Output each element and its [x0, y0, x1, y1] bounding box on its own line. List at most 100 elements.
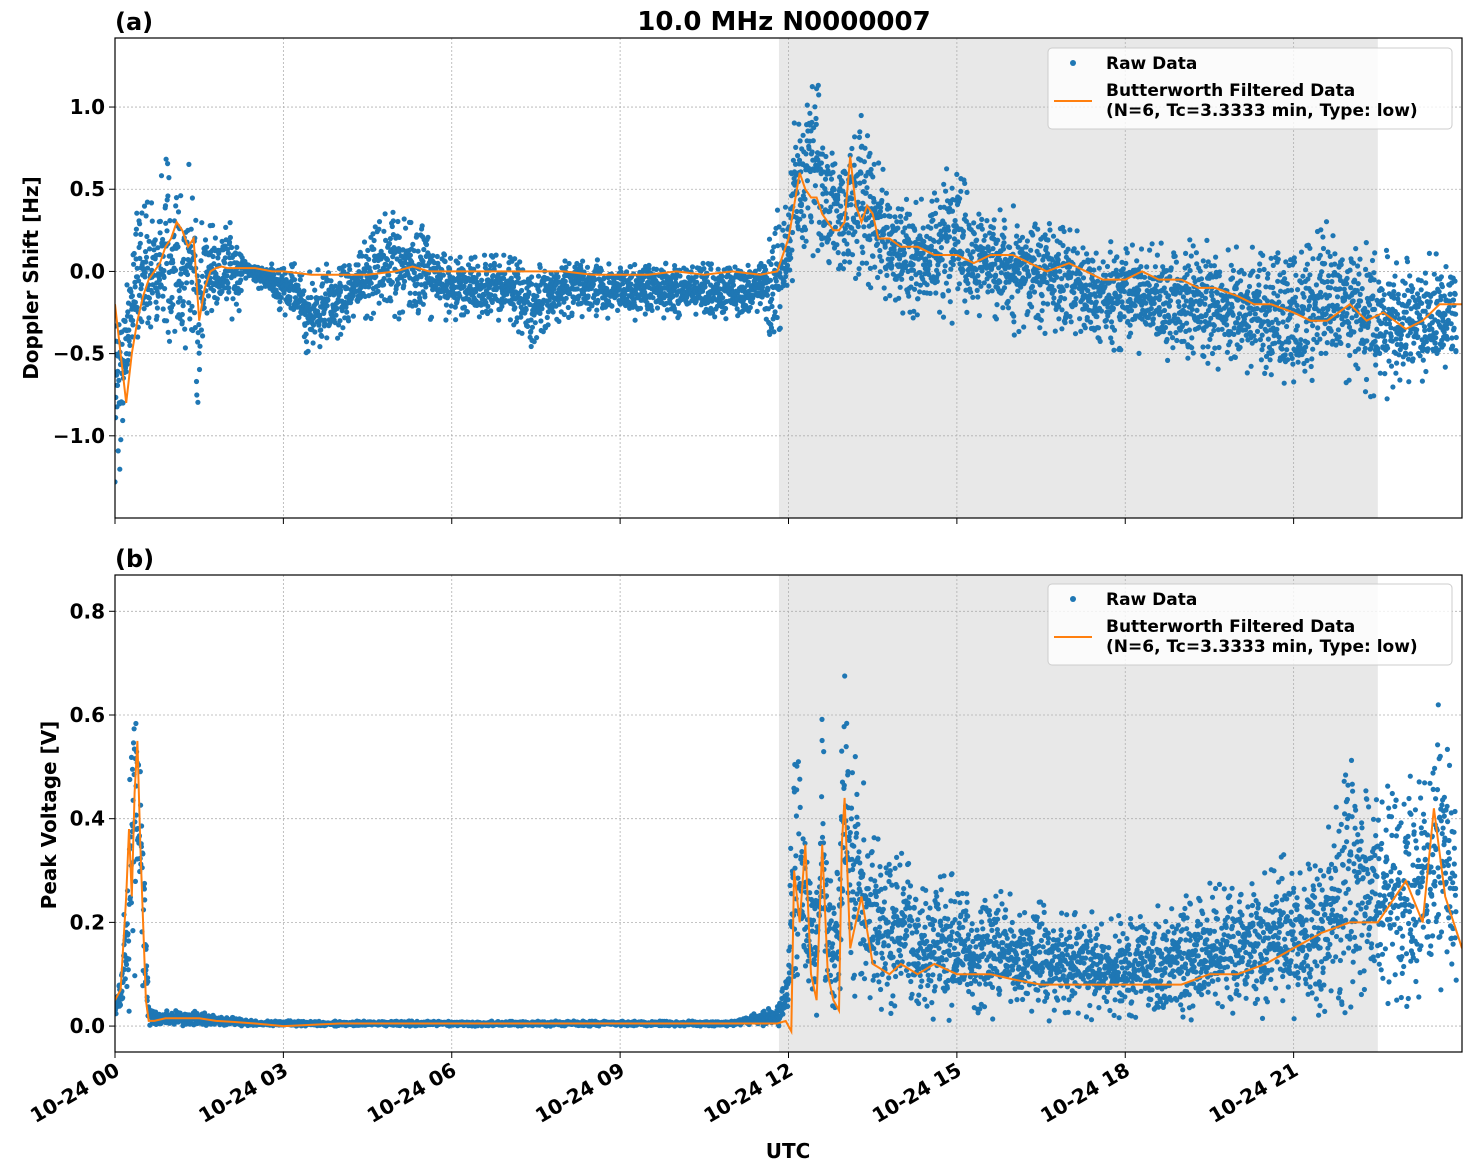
raw-point	[168, 253, 174, 259]
raw-point	[1310, 256, 1316, 262]
raw-point	[163, 220, 169, 226]
raw-point	[343, 304, 349, 310]
raw-point	[420, 258, 426, 264]
raw-point	[804, 178, 811, 184]
raw-point	[366, 293, 372, 299]
raw-point	[226, 239, 233, 245]
raw-point	[642, 311, 648, 317]
raw-point	[496, 317, 502, 323]
raw-point	[772, 309, 778, 315]
raw-point	[138, 286, 144, 292]
raw-point	[728, 274, 734, 280]
raw-point	[168, 309, 174, 315]
raw-point	[917, 282, 924, 288]
raw-point	[1263, 364, 1269, 370]
raw-point	[236, 308, 242, 314]
raw-point	[1246, 324, 1252, 330]
raw-point	[1035, 226, 1041, 232]
raw-point	[719, 273, 725, 280]
raw-point	[354, 282, 360, 288]
raw-point	[957, 196, 963, 202]
raw-point	[1250, 268, 1256, 274]
raw-point	[1072, 302, 1078, 308]
raw-point	[1060, 224, 1066, 230]
raw-point	[452, 304, 458, 310]
raw-point	[138, 231, 144, 237]
raw-point	[401, 216, 407, 222]
raw-point	[790, 157, 797, 163]
raw-point	[1276, 334, 1282, 340]
raw-point	[1088, 299, 1094, 305]
raw-point	[1189, 306, 1195, 312]
raw-point	[1047, 227, 1053, 233]
raw-point	[1098, 308, 1105, 314]
raw-point	[986, 283, 992, 289]
raw-point	[1257, 299, 1263, 305]
raw-point	[1357, 298, 1364, 304]
raw-point	[1106, 280, 1112, 286]
raw-point	[887, 213, 893, 219]
raw-point	[776, 224, 782, 230]
raw-point	[854, 219, 861, 226]
raw-point	[147, 246, 153, 252]
raw-point	[1219, 282, 1225, 288]
raw-point	[136, 278, 142, 284]
raw-point	[1216, 273, 1222, 279]
raw-point	[1164, 336, 1170, 343]
raw-point	[282, 287, 288, 293]
raw-point	[163, 156, 169, 162]
raw-point	[166, 338, 173, 344]
raw-data-points-a	[115, 82, 1459, 485]
raw-point	[1314, 339, 1320, 346]
raw-point	[1201, 353, 1207, 359]
raw-point	[1190, 350, 1196, 356]
raw-point	[1110, 305, 1116, 311]
raw-point	[1287, 305, 1293, 311]
raw-point	[403, 225, 409, 231]
raw-point	[1303, 267, 1309, 273]
raw-point	[720, 295, 726, 301]
raw-point	[1363, 266, 1369, 272]
raw-point	[325, 297, 331, 303]
raw-point	[134, 304, 140, 310]
raw-point	[306, 301, 312, 308]
raw-point	[1369, 257, 1376, 264]
raw-point	[768, 325, 775, 331]
raw-point	[151, 247, 157, 253]
raw-point	[998, 270, 1004, 276]
raw-point	[1205, 307, 1212, 314]
raw-point	[592, 277, 598, 283]
raw-point	[1281, 269, 1287, 276]
raw-point	[1055, 251, 1062, 257]
raw-point	[1289, 355, 1295, 361]
raw-point	[1222, 331, 1228, 337]
raw-point	[295, 282, 301, 289]
raw-point	[1167, 330, 1173, 336]
raw-point	[1231, 325, 1237, 331]
raw-point	[1272, 306, 1278, 312]
raw-point	[338, 283, 344, 289]
raw-point	[368, 280, 374, 286]
raw-point	[867, 265, 874, 271]
raw-point	[601, 275, 607, 281]
raw-point	[1001, 234, 1007, 240]
raw-point	[1288, 287, 1295, 293]
raw-point	[712, 314, 718, 320]
raw-point	[133, 231, 139, 237]
raw-point	[856, 134, 863, 140]
raw-point	[312, 287, 318, 293]
raw-point	[229, 244, 235, 251]
raw-point	[942, 263, 948, 269]
raw-point	[1309, 377, 1315, 383]
raw-point	[194, 392, 200, 398]
raw-point	[827, 208, 833, 214]
raw-point	[1263, 328, 1270, 334]
raw-point	[1143, 300, 1149, 306]
raw-point	[1318, 289, 1324, 295]
raw-point	[154, 313, 160, 319]
raw-point	[370, 310, 377, 316]
raw-point	[868, 166, 874, 173]
raw-point	[1386, 358, 1392, 364]
raw-point	[312, 329, 318, 335]
raw-point	[1090, 258, 1096, 264]
